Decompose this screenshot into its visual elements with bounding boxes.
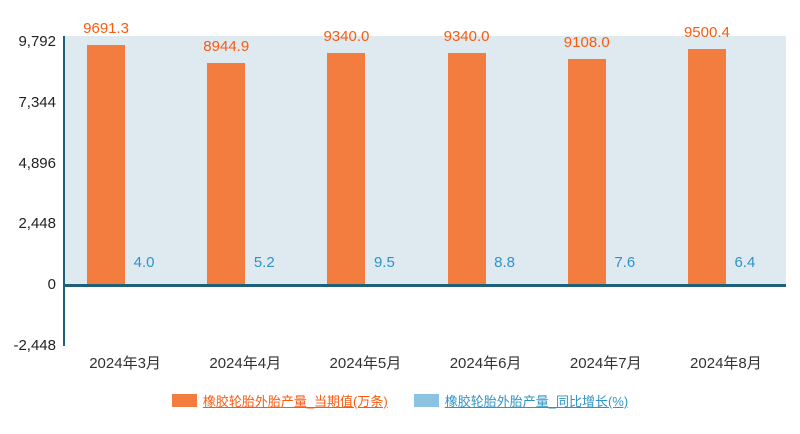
y-tick-3: 2,448 <box>18 215 56 233</box>
bar-current-value-4 <box>567 58 606 285</box>
growth-label-3: 8.8 <box>494 254 515 271</box>
y-tick-4: 0 <box>47 276 56 293</box>
y-tick-0: 9,792 <box>18 33 56 50</box>
growth-label-0: 4.0 <box>133 254 155 271</box>
bar-current-value-5 <box>687 49 726 285</box>
value-label-1: 8944.9 <box>203 38 250 56</box>
bar-current-value-2 <box>327 53 366 285</box>
bars-layer: 9691.3 4.0 8944.9 5.2 9340.0 9.5 9340.0 8.8 9108… <box>65 0 786 285</box>
growth-label-1: 5.2 <box>253 254 275 271</box>
value-label-4: 9108.0 <box>563 33 610 51</box>
y-tick-2: 4,896 <box>18 154 56 172</box>
y-axis-line <box>63 36 65 346</box>
x-label-1: 2024年4月 <box>209 355 282 372</box>
growth-label-4: 7.6 <box>614 254 636 271</box>
legend-label-current-value[interactable]: 橡胶轮胎外胎产量_当期值(万条) <box>202 394 388 409</box>
value-label-0: 9691.3 <box>83 19 130 37</box>
bar-current-value-0 <box>87 44 126 285</box>
legend-item-yoy-growth[interactable]: 橡胶轮胎外胎产量_同比增长(%) <box>413 391 629 410</box>
legend-label-yoy-growth[interactable]: 橡胶轮胎外胎产量_同比增长(%) <box>444 394 629 409</box>
value-label-2: 9340.0 <box>323 28 370 46</box>
x-label-3: 2024年6月 <box>449 355 522 372</box>
legend-item-current-value[interactable]: 橡胶轮胎外胎产量_当期值(万条) <box>171 391 388 410</box>
y-tick-5: -2,448 <box>13 336 56 354</box>
bar-current-value-3 <box>447 53 486 285</box>
value-label-3: 9340.0 <box>443 28 490 46</box>
y-tick-1: 7,344 <box>18 93 56 111</box>
legend-swatch-current-value <box>171 394 197 407</box>
plot-area <box>65 36 786 285</box>
x-label-4: 2024年7月 <box>569 355 642 372</box>
legend: 橡胶轮胎外胎产量_当期值(万条) 橡胶轮胎外胎产量_同比增长(%) <box>0 391 800 410</box>
bar-current-value-1 <box>207 63 246 285</box>
x-label-2: 2024年5月 <box>329 355 402 372</box>
x-axis-line <box>63 284 786 287</box>
x-label-5: 2024年8月 <box>690 355 762 372</box>
growth-label-5: 6.4 <box>734 254 756 271</box>
x-label-0: 2024年3月 <box>89 355 161 372</box>
value-label-5: 9500.4 <box>683 24 730 42</box>
legend-swatch-yoy-growth <box>413 394 439 407</box>
growth-label-2: 9.5 <box>373 254 395 271</box>
